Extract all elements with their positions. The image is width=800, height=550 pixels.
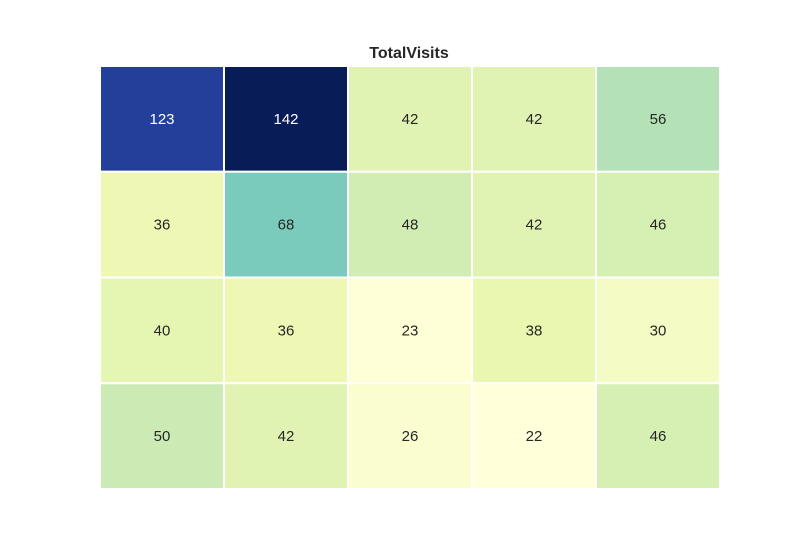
heatmap-cell-r3-c4 [595,382,721,490]
heatmap-cell-r1-c2 [347,170,473,279]
heatmap-value-r3-c2: 26 [402,428,419,445]
heatmap-value-r1-c1: 68 [278,217,295,234]
heatmap-value-r0-c2: 42 [402,111,419,128]
heatmap-value-r2-c3: 38 [526,322,543,339]
heatmap-cell-r3-c0 [99,382,225,490]
heatmap-cell-r1-c0 [99,170,225,279]
heatmap-value-r1-c4: 46 [650,217,667,234]
heatmap-value-r2-c4: 30 [650,322,667,339]
heatmap-value-r0-c3: 42 [526,111,543,128]
heatmap-cell-r0-c2 [347,65,473,173]
heatmap-cell-r1-c4 [595,170,721,279]
heatmap-cell-r3-c2 [347,382,473,490]
heatmap-cell-r2-c3 [471,276,597,385]
heatmap-cells: 123 142 42 42 56 36 68 48 42 46 40 36 23 38 30 50 42 26 22… [99,65,721,490]
heatmap-value-r1-c3: 42 [526,217,543,234]
heatmap-value-r1-c2: 48 [402,217,419,234]
heatmap-cell-r2-c1 [223,276,349,385]
heatmap-value-r3-c4: 46 [650,428,667,445]
chart-title: TotalVisits [369,45,449,62]
heatmap-value-r3-c0: 50 [154,428,171,445]
heatmap-value-r3-c3: 22 [526,428,543,445]
heatmap-value-r0-c4: 56 [650,111,667,128]
heatmap-value-r2-c0: 40 [154,322,171,339]
heatmap-cell-r0-c1 [223,65,349,173]
heatmap-cell-r3-c3 [471,382,597,490]
heatmap-value-r0-c1: 142 [273,111,298,128]
heatmap-cell-r0-c0 [99,65,225,173]
heatmap-value-r2-c1: 36 [278,322,295,339]
heatmap-value-r3-c1: 42 [278,428,295,445]
heatmap-value-r0-c0: 123 [149,111,174,128]
heatmap-value-r1-c0: 36 [154,217,171,234]
heatmap-value-r2-c2: 23 [402,322,419,339]
heatmap-cell-r3-c1 [223,382,349,490]
